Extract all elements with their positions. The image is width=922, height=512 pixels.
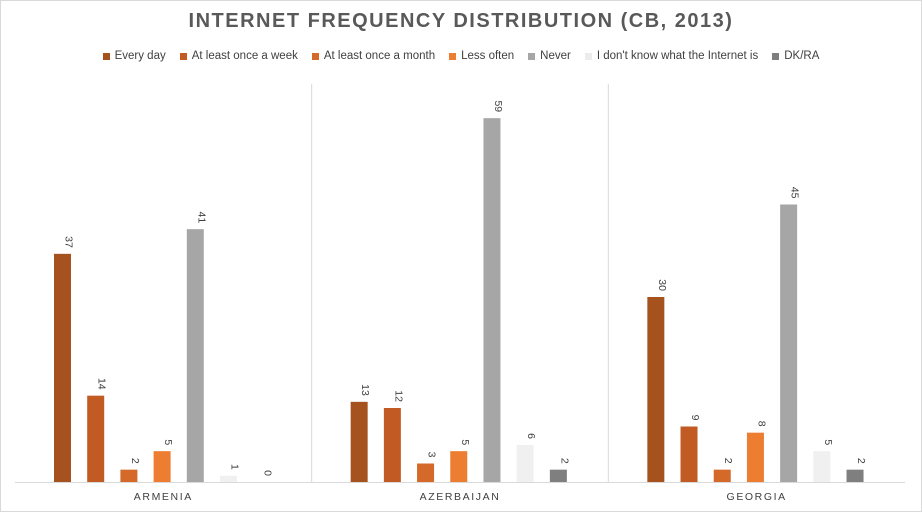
legend-label: Every day xyxy=(114,50,166,62)
bar-value-label: 59 xyxy=(492,100,504,112)
legend-item: Less often xyxy=(449,50,514,62)
legend-swatch xyxy=(772,52,780,60)
bar xyxy=(549,469,567,482)
bar xyxy=(780,204,798,482)
legend-label: Never xyxy=(540,50,571,62)
bar xyxy=(417,463,435,482)
bar-value-label: 6 xyxy=(525,433,537,439)
legend-item: I don't know what the Internet is xyxy=(584,50,759,62)
bar xyxy=(87,395,105,482)
legend-item: At least once a month xyxy=(311,50,436,62)
bar-value-label: 9 xyxy=(689,415,701,421)
bar xyxy=(516,445,534,482)
bar xyxy=(54,253,71,482)
legend-label: Less often xyxy=(461,50,515,62)
legend-item: At least once a week xyxy=(179,50,298,62)
bar xyxy=(846,469,864,482)
legend-swatch xyxy=(528,52,536,60)
bar-value-label: 41 xyxy=(195,211,207,223)
bar xyxy=(680,426,698,482)
legend-swatch xyxy=(179,52,187,60)
bar xyxy=(813,451,831,482)
bar-value-label: 2 xyxy=(558,458,570,464)
legend-label: At least once a week xyxy=(191,50,298,62)
bar xyxy=(350,401,368,482)
bar-value-label: 3 xyxy=(426,452,438,458)
bar xyxy=(153,451,171,482)
bar-value-label: 0 xyxy=(262,470,274,476)
legend-swatch xyxy=(449,52,457,60)
bar-value-label: 5 xyxy=(162,439,174,445)
bar xyxy=(483,118,501,483)
category-label: AZERBAIJAN xyxy=(420,491,501,503)
bar-value-label: 2 xyxy=(129,458,141,464)
bar xyxy=(450,451,468,482)
category-label: GEORGIA xyxy=(727,491,787,503)
bar-value-label: 45 xyxy=(789,187,801,199)
bar xyxy=(120,469,138,482)
chart-legend: Every day At least once a week At least on… xyxy=(0,50,922,62)
bar xyxy=(713,469,731,482)
legend-swatch xyxy=(311,52,319,60)
chart-title: INTERNET FREQUENCY DISTRIBUTION (CB, 201… xyxy=(188,10,734,32)
bar-value-label: 13 xyxy=(359,384,371,396)
legend-item: DK/RA xyxy=(772,50,819,62)
bar xyxy=(383,408,401,482)
bar-value-label: 2 xyxy=(722,458,734,464)
legend-item: Every day xyxy=(102,50,166,62)
bar-value-label: 30 xyxy=(656,279,668,291)
legend-swatch xyxy=(102,52,110,60)
legend-swatch xyxy=(584,52,592,60)
bar-value-label: 5 xyxy=(459,439,471,445)
bar-value-label: 2 xyxy=(855,458,867,464)
bar-value-label: 5 xyxy=(822,439,834,445)
bar-value-label: 8 xyxy=(755,421,767,427)
category-label: ARMENIA xyxy=(134,491,193,503)
legend-item: Never xyxy=(528,50,571,62)
bar xyxy=(647,297,665,482)
bar-value-label: 1 xyxy=(229,464,241,470)
legend-label: DK/RA xyxy=(784,50,820,62)
bar-value-label: 14 xyxy=(96,378,108,390)
bar xyxy=(746,432,764,482)
bar-value-label: 37 xyxy=(63,236,75,248)
legend-label: At least once a month xyxy=(323,50,436,62)
bar-value-label: 12 xyxy=(392,390,404,402)
bar xyxy=(220,475,237,482)
bar xyxy=(186,229,204,482)
legend-label: I don't know what the Internet is xyxy=(596,50,759,62)
